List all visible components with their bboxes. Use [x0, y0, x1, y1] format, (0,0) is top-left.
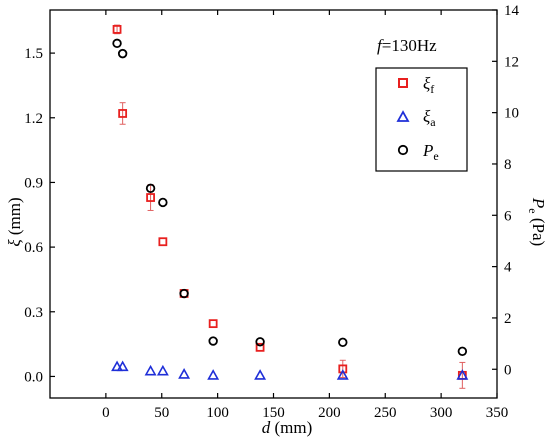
left-y-axis-ticks: 0.0 0.3 0.6 0.9 1.2 1.5: [24, 46, 55, 385]
data-point-circle: [255, 337, 265, 347]
left-y-tick-label: 0.0: [24, 369, 43, 385]
data-point-triangle: [207, 369, 220, 380]
right-y-axis-title: Pe (Pa): [526, 197, 548, 246]
legend-label-pe: P: [422, 141, 433, 160]
data-point-triangle: [144, 364, 157, 376]
right-y-tick-label: 0: [504, 362, 512, 378]
legend-label-xi-f: ξ: [423, 74, 431, 93]
data-point-circle: [457, 346, 468, 356]
right-y-tick-label: 8: [504, 157, 512, 173]
legend-marker-circle: [397, 144, 409, 156]
legend-sub-a: a: [430, 115, 436, 129]
data-point-circle: [179, 288, 189, 299]
data-point-square: [255, 342, 265, 352]
left-y-axis-title: ξ (mm): [5, 197, 24, 246]
data-point-square: [146, 193, 155, 202]
x-tick-label: 0: [102, 405, 110, 421]
right-y-axis-ticks: 0 2 4 6 8 10 12 14: [492, 3, 520, 378]
legend-sub-f: f: [430, 82, 434, 96]
right-y-tick-label: 12: [504, 54, 519, 70]
data-point-square: [158, 237, 168, 247]
left-y-tick-label: 0.9: [24, 175, 43, 191]
data-series: [111, 24, 469, 389]
data-point-circle: [117, 48, 128, 59]
left-y-tick-label: 1.2: [24, 111, 43, 127]
left-y-tick-label: 0.6: [24, 240, 43, 256]
data-point-circle: [338, 337, 348, 348]
legend-label-xi-a: ξ: [423, 107, 431, 126]
x-axis-title: d (mm): [262, 418, 313, 437]
x-tick-label: 100: [206, 405, 229, 421]
data-point-triangle: [336, 369, 349, 380]
legend: ξf ξa Pe: [375, 67, 468, 172]
svg-text:ξa: ξa: [423, 107, 436, 129]
x-tick-label: 150: [262, 405, 285, 421]
data-point-square: [208, 319, 218, 329]
legend-marker-triangle: [396, 110, 410, 122]
data-point-square: [112, 24, 122, 34]
series-triangle: [111, 360, 469, 380]
data-point-circle: [208, 336, 218, 346]
x-tick-label: 50: [154, 405, 169, 421]
x-tick-label: 250: [374, 405, 397, 421]
data-point-triangle: [254, 369, 267, 380]
x-tick-label: 300: [430, 405, 453, 421]
data-point-triangle: [111, 360, 124, 372]
frequency-annotation: f=130Hz: [377, 36, 437, 55]
legend-entry-xi-f: ξf: [398, 74, 434, 96]
data-point-triangle: [116, 360, 129, 372]
right-y-tick-label: 10: [504, 106, 519, 122]
series-circle: [112, 38, 468, 356]
data-point-triangle: [456, 369, 469, 380]
svg-text:Pe: Pe: [422, 141, 439, 163]
right-y-tick-label: 6: [504, 208, 512, 224]
right-y-tick-label: 4: [504, 260, 512, 276]
legend-entry-xi-a: ξa: [396, 107, 436, 129]
right-y-tick-label: 2: [504, 311, 512, 327]
legend-box: [375, 67, 468, 172]
data-point-circle: [145, 183, 156, 194]
x-axis-ticks: 0 50 100 150 200 250 300 350: [102, 10, 508, 421]
x-tick-label: 200: [318, 405, 341, 421]
data-point-circle: [112, 38, 122, 49]
x-tick-label: 350: [486, 405, 509, 421]
left-y-tick-label: 1.5: [24, 46, 43, 62]
left-y-tick-label: 0.3: [24, 305, 43, 321]
data-point-square: [118, 109, 128, 118]
data-point-triangle: [156, 364, 169, 376]
legend-marker-square: [398, 78, 408, 88]
legend-entry-pe: Pe: [397, 141, 439, 163]
data-point-circle: [158, 197, 168, 208]
data-point-triangle: [178, 368, 191, 379]
right-y-tick-label: 14: [504, 3, 520, 19]
svg-text:ξf: ξf: [423, 74, 434, 96]
legend-sub-e: e: [433, 149, 438, 163]
